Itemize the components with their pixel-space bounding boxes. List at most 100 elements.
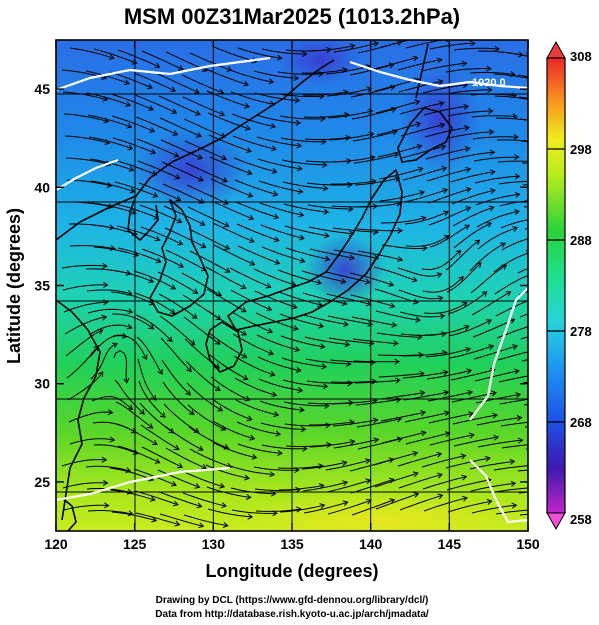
x-tick-label: 150 <box>516 536 540 552</box>
streamline-arrowhead <box>147 423 154 429</box>
streamline <box>237 245 280 264</box>
pressure-contour <box>56 466 231 502</box>
x-axis-label: Longitude (degrees) <box>205 561 378 581</box>
streamline-arrowhead <box>201 265 207 272</box>
streamline <box>181 272 222 296</box>
streamline <box>213 46 257 63</box>
streamline <box>159 513 204 527</box>
streamline-arrowhead <box>316 279 322 286</box>
streamline-arrowhead <box>296 142 302 149</box>
streamline <box>306 182 352 186</box>
streamline <box>497 160 528 163</box>
streamline-arrowhead <box>442 369 449 376</box>
streamline <box>283 203 329 213</box>
streamline-arrowhead <box>124 79 131 86</box>
streamline-arrowhead <box>487 86 493 93</box>
streamline <box>234 377 277 396</box>
streamline-arrowhead <box>421 34 426 39</box>
colorbar: 258 268 278 288 298 308 <box>546 40 592 531</box>
streamline-arrowhead <box>367 108 374 115</box>
streamline-arrowhead <box>530 272 535 277</box>
streamline-arrowhead <box>269 100 276 107</box>
streamline-arrowhead <box>223 444 230 450</box>
streamline <box>64 135 110 144</box>
streamline-arrowhead <box>419 190 425 196</box>
streamline <box>301 68 347 74</box>
streamline-arrowhead <box>221 502 227 509</box>
streamline <box>303 113 349 118</box>
streamline-arrowhead <box>421 245 428 252</box>
streamline-arrowhead <box>394 358 400 365</box>
streamline-arrowhead <box>290 281 297 287</box>
streamline-arrowhead <box>268 78 275 85</box>
streamline <box>422 84 468 94</box>
streamline-arrowhead <box>461 474 468 481</box>
x-tick-label: 135 <box>280 536 304 552</box>
streamline <box>448 131 494 139</box>
streamline <box>401 351 447 357</box>
streamline <box>470 264 507 294</box>
streamline-arrowhead <box>155 257 162 264</box>
streamline <box>189 250 231 273</box>
streamline <box>209 156 252 175</box>
streamline-arrowhead <box>151 170 158 177</box>
streamline <box>85 70 130 85</box>
streamline-arrowhead <box>141 354 148 361</box>
streamline <box>232 135 277 150</box>
streamline <box>279 313 324 327</box>
streamline <box>302 91 348 96</box>
streamline-arrowhead <box>197 176 204 182</box>
streamline <box>373 452 418 466</box>
streamline <box>69 245 115 250</box>
streamline <box>494 95 528 100</box>
pressure-contour <box>349 60 528 90</box>
streamline <box>305 358 351 365</box>
streamline-arrowhead <box>436 472 443 479</box>
streamline <box>277 269 322 284</box>
streamline <box>355 202 401 208</box>
streamline-arrowhead <box>464 224 471 230</box>
streamline <box>422 476 467 490</box>
streamline-arrowhead <box>107 409 114 416</box>
streamline <box>397 59 442 71</box>
streamline-arrowhead <box>439 313 446 320</box>
streamline <box>93 444 138 455</box>
streamline <box>380 217 426 224</box>
streamline-arrowhead <box>412 450 419 457</box>
streamline <box>189 52 232 71</box>
streamline <box>303 314 348 326</box>
streamline <box>517 267 528 274</box>
streamline <box>279 504 325 513</box>
streamline <box>404 211 449 225</box>
streamline <box>257 356 301 372</box>
streamline-arrowhead <box>391 321 398 328</box>
streamline <box>212 222 255 243</box>
streamline <box>350 478 395 494</box>
streamline-arrowhead <box>125 101 132 107</box>
streamline <box>234 179 278 196</box>
streamline-arrowhead <box>318 70 324 78</box>
streamline-arrowhead <box>295 367 302 373</box>
streamline <box>301 461 347 470</box>
streamline <box>285 247 330 261</box>
streamline-arrowhead <box>294 97 301 104</box>
streamline <box>160 337 192 372</box>
streamline <box>282 379 328 387</box>
streamline <box>397 453 442 467</box>
streamline <box>236 223 279 242</box>
streamline-arrowhead <box>321 138 327 145</box>
streamline <box>141 50 184 71</box>
streamline-arrowhead <box>266 305 273 312</box>
streamline-arrowhead <box>514 209 520 215</box>
y-tick-label: 30 <box>34 376 50 392</box>
y-tick-label: 40 <box>34 179 50 195</box>
streamline-arrowhead <box>222 522 229 528</box>
streamline-arrowhead <box>295 119 302 126</box>
colorbar-tick-labels: 258 268 278 288 298 308 <box>570 49 592 527</box>
streamline <box>496 139 528 142</box>
streamline-arrowhead <box>567 444 571 449</box>
streamline-arrowhead <box>126 488 133 495</box>
streamline <box>326 293 371 305</box>
streamline-arrowhead <box>388 62 395 69</box>
streamline <box>421 250 462 271</box>
